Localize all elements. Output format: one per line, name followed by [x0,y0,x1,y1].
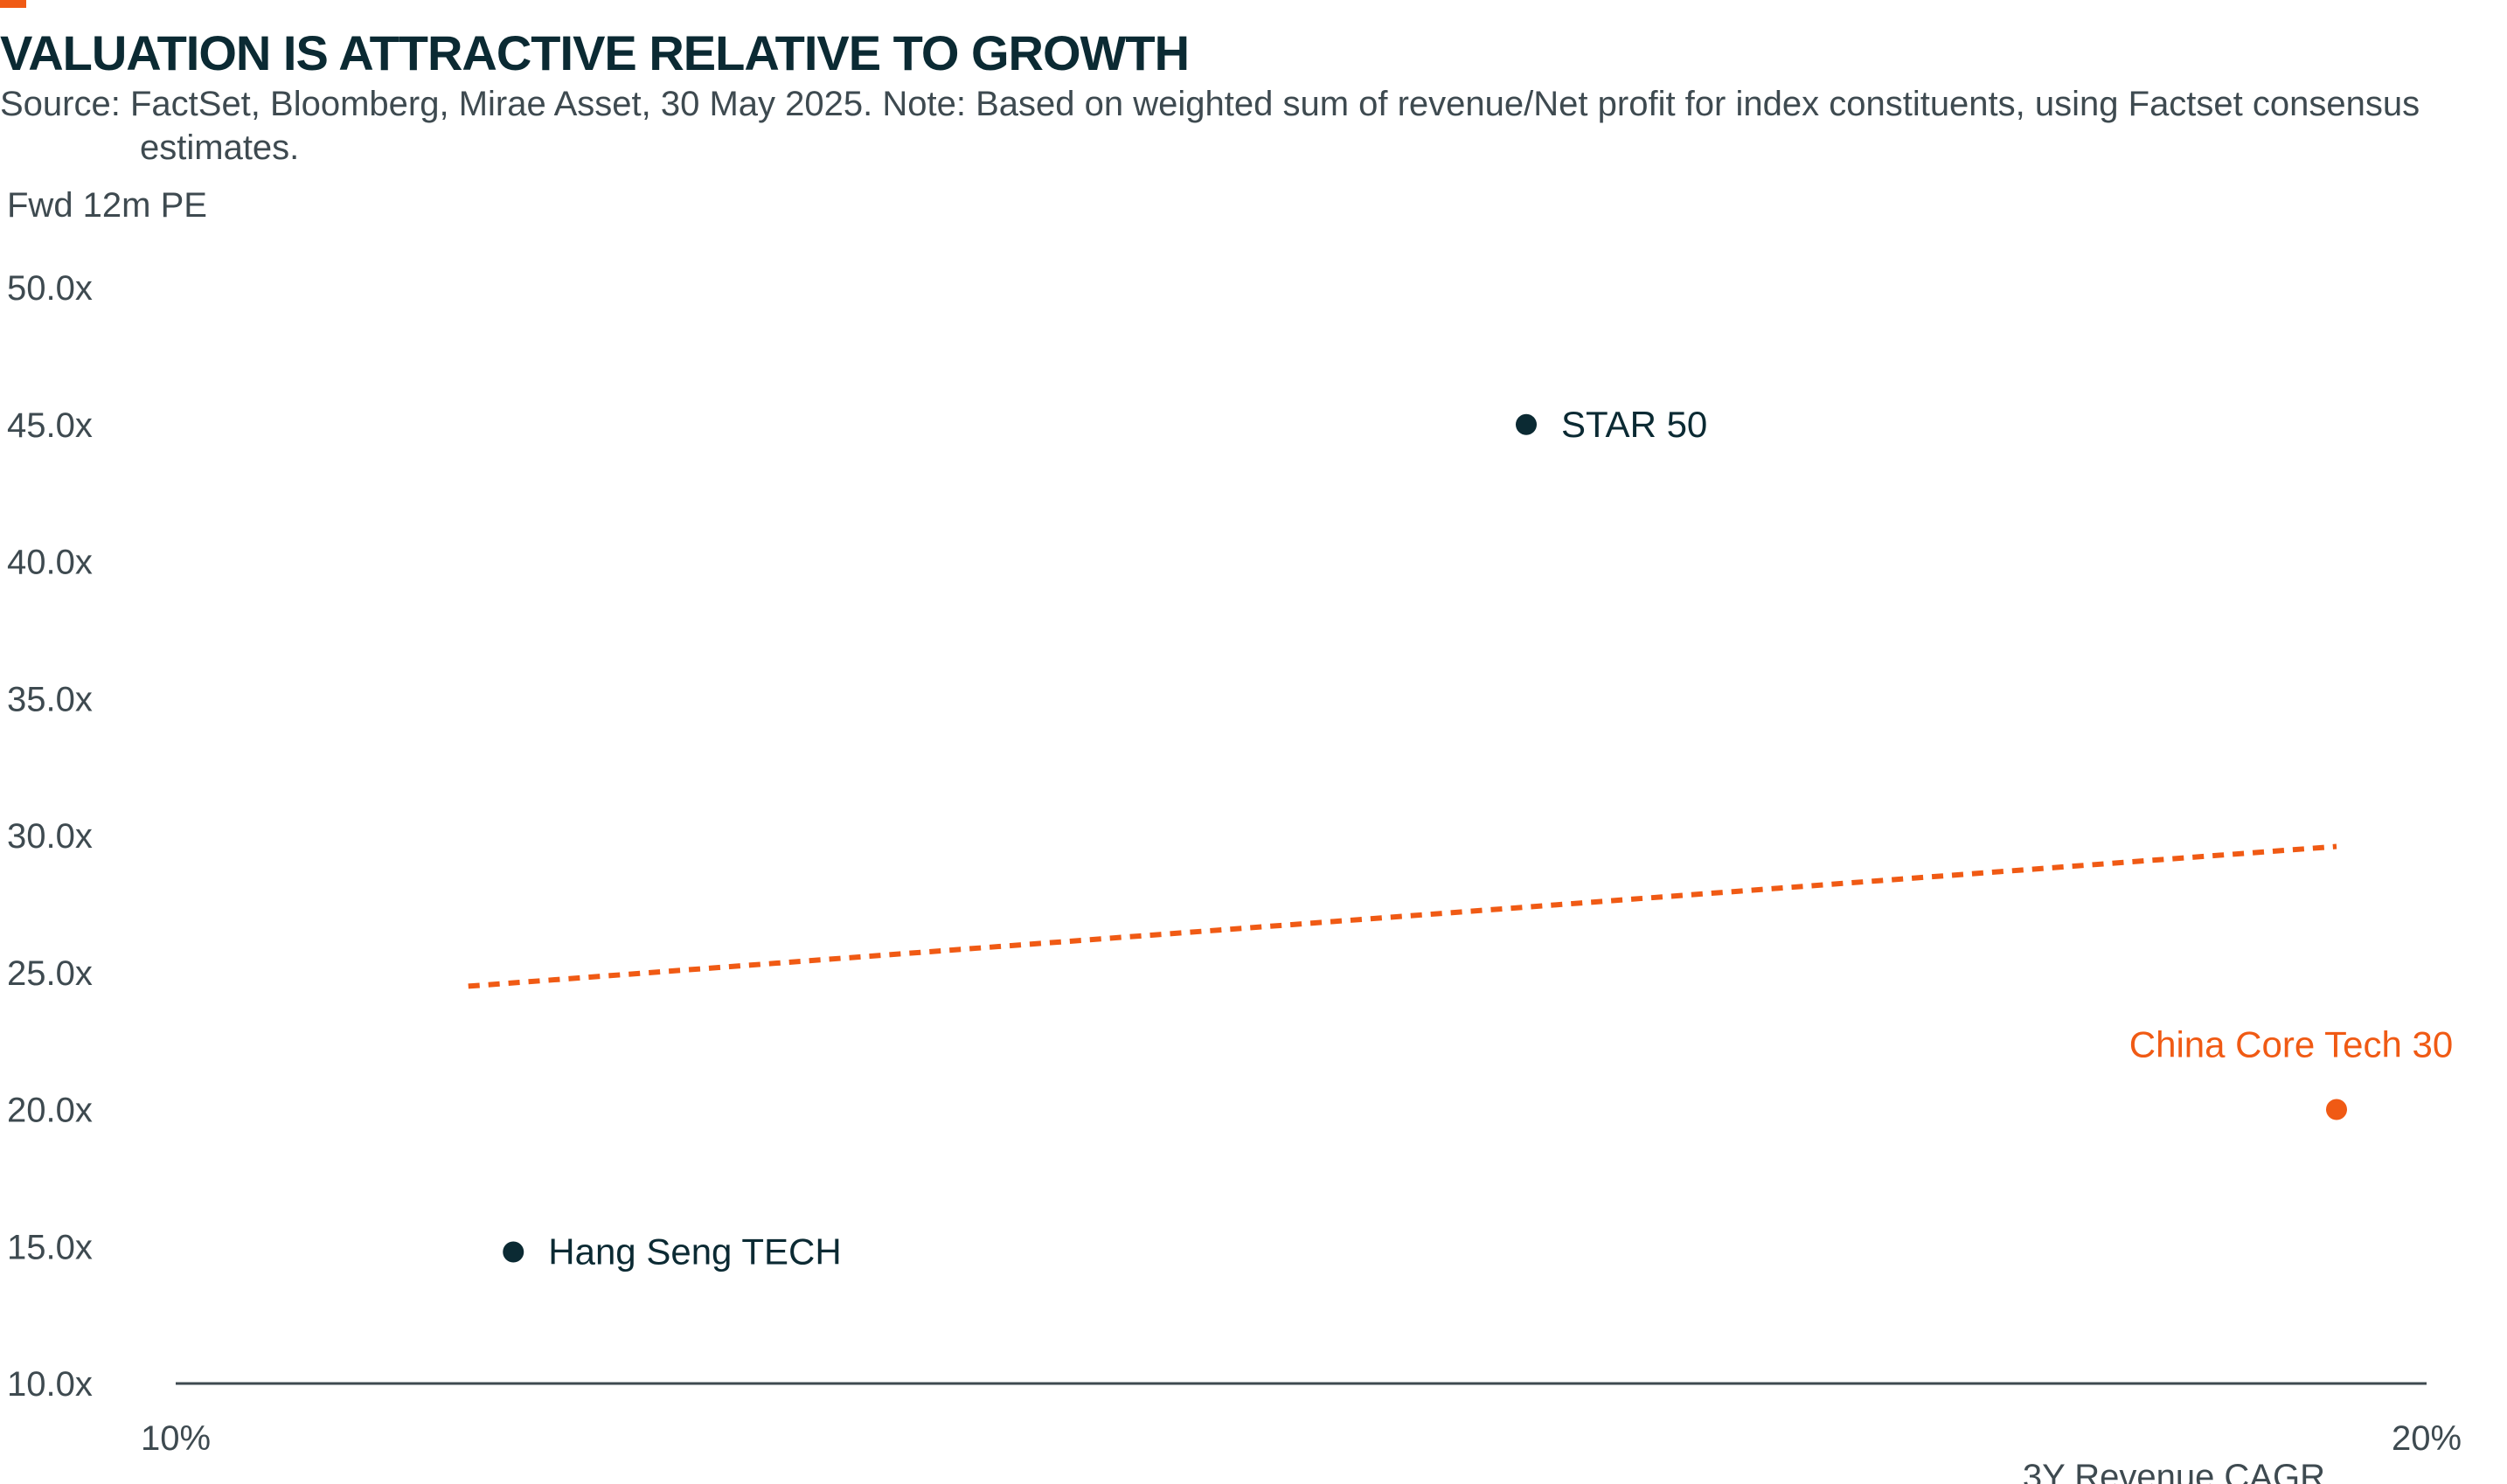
data-point [503,1241,524,1263]
x-tick-label: 10% [141,1419,211,1458]
point-label: STAR 50 [1561,404,1707,445]
y-tick-label: 10.0x [7,1365,93,1404]
data-point [2326,1099,2347,1120]
y-tick-label: 35.0x [7,680,93,718]
y-tick-label: 40.0x [7,544,93,582]
point-label: China Core Tech 30 [2129,1024,2453,1065]
x-axis-ticks: 10% 20% [141,1419,2462,1458]
y-axis-label: Fwd 12m PE [7,186,207,225]
x-tick-label: 20% [2392,1419,2462,1458]
y-axis-ticks: 50.0x 45.0x 40.0x 35.0x 30.0x 25.0x 20.0x 15.0x… [7,269,93,1404]
x-axis-label: 3Y Revenue CAGR [2023,1458,2325,1484]
trendline-group [468,843,2337,989]
point-label: Hang Seng TECH [548,1231,841,1272]
y-tick-label: 25.0x [7,954,93,993]
y-tick-label: 45.0x [7,406,93,445]
source-note: Source: FactSet, Bloomberg, Mirae Asset,… [0,85,2420,167]
y-tick-label: 50.0x [7,269,93,308]
trendline [468,843,2337,989]
accent-bar [0,0,26,8]
data-points: STAR 50 Hang Seng TECH China Core Tech 30 [503,404,2453,1272]
chart-title: VALUATION IS ATTRACTIVE RELATIVE TO GROW… [0,25,1190,80]
y-tick-label: 30.0x [7,817,93,856]
data-point [1516,413,1537,435]
y-tick-label: 20.0x [7,1092,93,1130]
y-tick-label: 15.0x [7,1228,93,1266]
